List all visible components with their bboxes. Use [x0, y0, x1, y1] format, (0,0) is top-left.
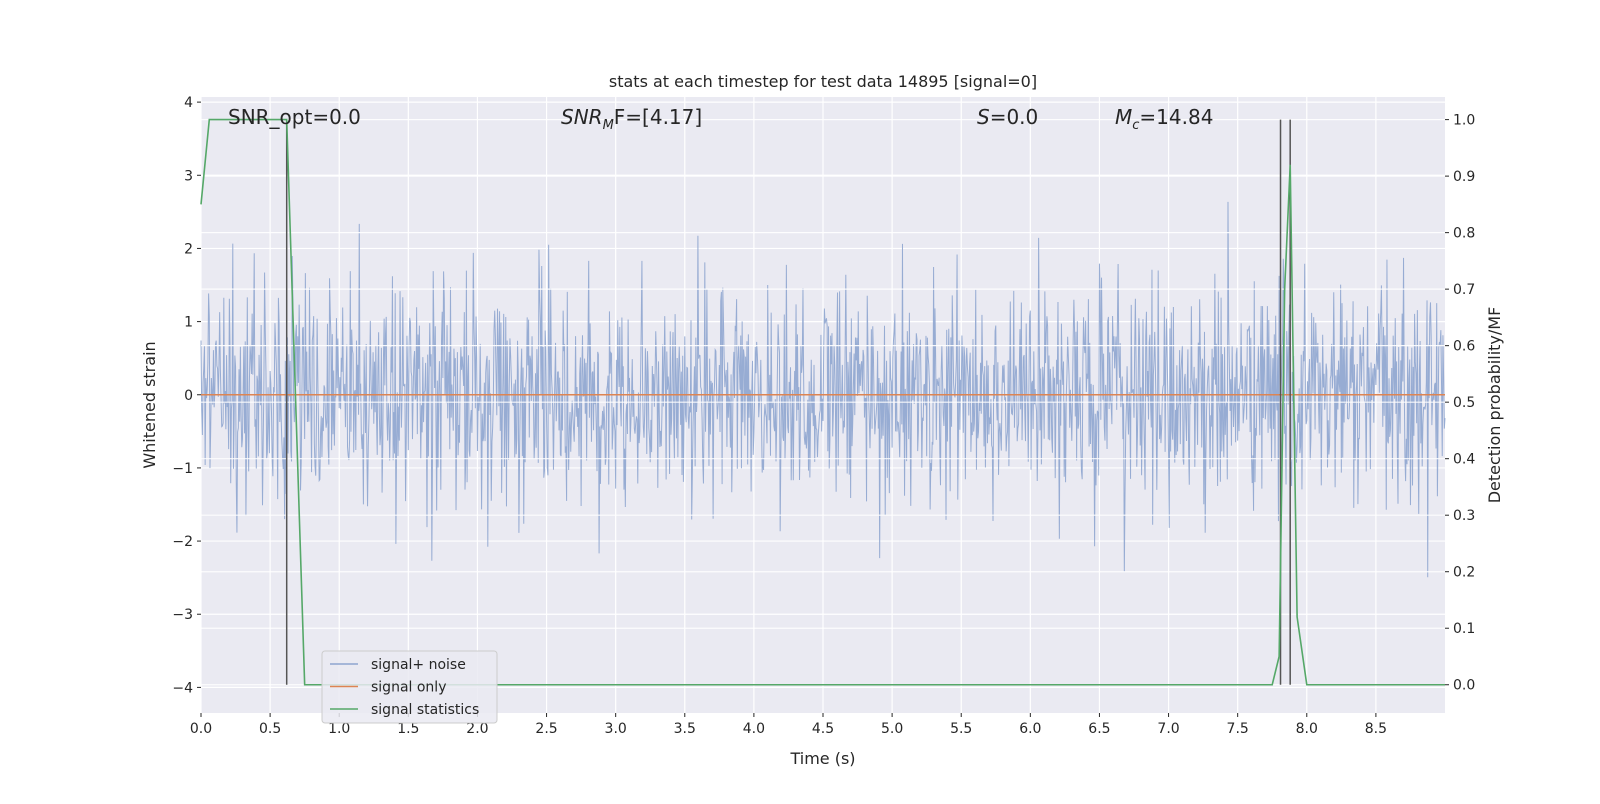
x-tick-label: 0.0: [190, 721, 212, 737]
annotation-snr-mf-sub: M: [603, 118, 614, 133]
x-tick-label: 7.0: [1157, 721, 1179, 737]
y-left-tick-label: −4: [172, 680, 193, 696]
y-left-tick-label: −3: [172, 607, 193, 623]
annotation-s-rest: =0.0: [990, 105, 1039, 129]
legend-label-signal-statistics: signal statistics: [371, 702, 479, 718]
x-axis-label: Time (s): [789, 749, 855, 768]
y-right-tick-label: 0.7: [1453, 282, 1475, 298]
x-tick-label: 8.0: [1296, 721, 1318, 737]
x-tick-label: 1.5: [397, 721, 419, 737]
x-tick-label: 3.0: [605, 721, 627, 737]
x-tick-label: 7.5: [1227, 721, 1249, 737]
y-right-tick-label: 0.8: [1453, 226, 1475, 242]
legend-box: [321, 650, 498, 724]
annotation-mc-main: M: [1115, 105, 1132, 129]
y-right-tick-label: 0.9: [1453, 169, 1475, 185]
y-left-tick-label: 3: [184, 168, 193, 184]
x-tick-label: 5.5: [950, 721, 972, 737]
legend: signal+ noise signal only signal statist…: [321, 650, 498, 724]
annotation-mc: Mc=14.84: [1115, 105, 1213, 133]
annotation-snr-opt: SNR_opt=0.0: [228, 105, 361, 129]
y-left-tick-label: −1: [172, 461, 193, 477]
series-line-signal-statistics: [200, 118, 1445, 686]
y-left-tick-label: −2: [172, 534, 193, 550]
y-right-tick-label: 0.1: [1453, 621, 1475, 637]
y-axis-label-right: Detection probability/MF: [1485, 307, 1504, 504]
y-left-tick-label: 1: [184, 315, 193, 331]
y-right-tick-label: 0.0: [1453, 678, 1475, 694]
y-left-tick-label: 0: [184, 388, 193, 404]
x-tick-label: 4.0: [743, 721, 765, 737]
annotation-s: S=0.0: [977, 105, 1038, 129]
legend-label-signal-noise: signal+ noise: [371, 657, 466, 673]
y-right-tick-label: 0.4: [1453, 452, 1475, 468]
series-lines: [200, 118, 1445, 686]
annotation-snr-mf-rest: F=[4.17]: [614, 105, 702, 129]
x-tick-label: 2.5: [535, 721, 557, 737]
x-tick-label: 0.5: [259, 721, 281, 737]
annotation-s-main: S: [977, 105, 990, 129]
x-tick-label: 6.0: [1019, 721, 1041, 737]
x-tick-label: 1.0: [328, 721, 350, 737]
y-right-tick-label: 1.0: [1453, 113, 1475, 129]
tick-labels: 0.0 0.5 1.0 1.5 2.0 2.5 3.0 3.5 4.0 4.5 5.0 5.5 6.0 6…: [172, 95, 1475, 737]
x-tick-label: 2.0: [466, 721, 488, 737]
annotation-snr-mf-main: SNR: [561, 105, 603, 129]
annotation-mc-sub: c: [1132, 118, 1139, 133]
annotation-snr-mf: SNRMF=[4.17]: [561, 105, 702, 133]
series-line-signal-noise: [200, 201, 1446, 578]
annotation-mc-rest: =14.84: [1139, 105, 1213, 129]
x-tick-label: 4.5: [812, 721, 834, 737]
x-tick-label: 3.5: [674, 721, 696, 737]
y-left-tick-label: 2: [184, 241, 193, 257]
y-left-tick-label: 4: [184, 95, 193, 111]
x-tick-label: 6.5: [1088, 721, 1110, 737]
x-tick-label: 5.0: [881, 721, 903, 737]
chart-title: stats at each timestep for test data 148…: [609, 72, 1037, 91]
y-right-tick-label: 0.6: [1453, 339, 1475, 355]
signal-noise-series: [200, 201, 1446, 578]
y-right-tick-label: 0.3: [1453, 508, 1475, 524]
x-tick-label: 8.5: [1365, 721, 1387, 737]
y-right-tick-label: 0.5: [1453, 395, 1475, 411]
legend-label-signal-only: signal only: [371, 680, 446, 696]
y-right-tick-label: 0.2: [1453, 565, 1475, 581]
y-axis-label-left: Whitened strain: [140, 341, 159, 468]
